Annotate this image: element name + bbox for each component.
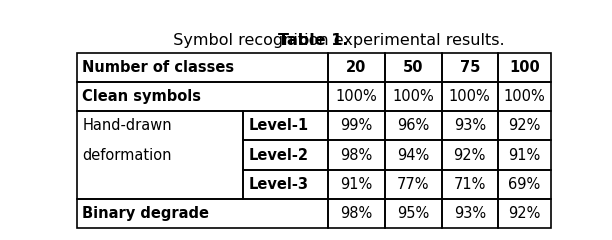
Bar bbox=[385, 53, 442, 82]
Bar bbox=[328, 82, 385, 111]
Text: 93%: 93% bbox=[453, 206, 486, 221]
Bar bbox=[442, 199, 498, 228]
Bar bbox=[498, 82, 551, 111]
Text: Clean symbols: Clean symbols bbox=[82, 89, 201, 104]
Text: Level-1: Level-1 bbox=[248, 118, 308, 133]
Bar bbox=[385, 111, 442, 140]
Bar bbox=[76, 199, 328, 228]
Bar bbox=[498, 199, 551, 228]
Text: 95%: 95% bbox=[397, 206, 430, 221]
Text: 100%: 100% bbox=[392, 89, 434, 104]
Text: Number of classes: Number of classes bbox=[82, 60, 234, 75]
Text: Level-3: Level-3 bbox=[248, 177, 308, 192]
Text: 100: 100 bbox=[509, 60, 540, 75]
Text: 92%: 92% bbox=[453, 148, 486, 162]
Bar bbox=[498, 140, 551, 170]
Bar bbox=[442, 82, 498, 111]
Bar bbox=[385, 82, 442, 111]
Text: 77%: 77% bbox=[397, 177, 430, 192]
Bar bbox=[442, 111, 498, 140]
Bar bbox=[244, 170, 328, 199]
Bar bbox=[498, 53, 551, 82]
Bar bbox=[385, 199, 442, 228]
Text: 98%: 98% bbox=[340, 206, 373, 221]
Text: 69%: 69% bbox=[508, 177, 540, 192]
Text: deformation: deformation bbox=[82, 148, 172, 162]
Text: 100%: 100% bbox=[449, 89, 491, 104]
Text: 50: 50 bbox=[403, 60, 424, 75]
Bar bbox=[328, 170, 385, 199]
Text: 75: 75 bbox=[460, 60, 480, 75]
Text: 91%: 91% bbox=[508, 148, 540, 162]
Text: 99%: 99% bbox=[340, 118, 373, 133]
Bar bbox=[328, 199, 385, 228]
Bar bbox=[442, 170, 498, 199]
Text: 71%: 71% bbox=[453, 177, 486, 192]
Text: Table 1.: Table 1. bbox=[278, 33, 349, 48]
Bar bbox=[442, 53, 498, 82]
Text: 20: 20 bbox=[346, 60, 367, 75]
Bar bbox=[328, 140, 385, 170]
Text: Symbol recognition experimental results.: Symbol recognition experimental results. bbox=[122, 33, 505, 48]
Text: Binary degrade: Binary degrade bbox=[82, 206, 209, 221]
Text: 94%: 94% bbox=[397, 148, 430, 162]
Bar bbox=[328, 53, 385, 82]
Bar bbox=[244, 140, 328, 170]
Bar bbox=[328, 111, 385, 140]
Text: Level-2: Level-2 bbox=[248, 148, 308, 162]
Bar bbox=[498, 111, 551, 140]
Text: 98%: 98% bbox=[340, 148, 373, 162]
Text: 96%: 96% bbox=[397, 118, 430, 133]
Bar bbox=[76, 111, 244, 199]
Text: 92%: 92% bbox=[508, 206, 540, 221]
Bar bbox=[76, 53, 328, 82]
Text: 100%: 100% bbox=[503, 89, 545, 104]
Bar bbox=[442, 140, 498, 170]
Text: 93%: 93% bbox=[453, 118, 486, 133]
Bar bbox=[385, 140, 442, 170]
Text: 92%: 92% bbox=[508, 118, 540, 133]
Bar bbox=[76, 82, 328, 111]
Text: 100%: 100% bbox=[335, 89, 377, 104]
Bar bbox=[498, 170, 551, 199]
Bar bbox=[244, 111, 328, 140]
Text: Hand-drawn: Hand-drawn bbox=[82, 118, 172, 133]
Text: 91%: 91% bbox=[340, 177, 373, 192]
Bar bbox=[385, 170, 442, 199]
